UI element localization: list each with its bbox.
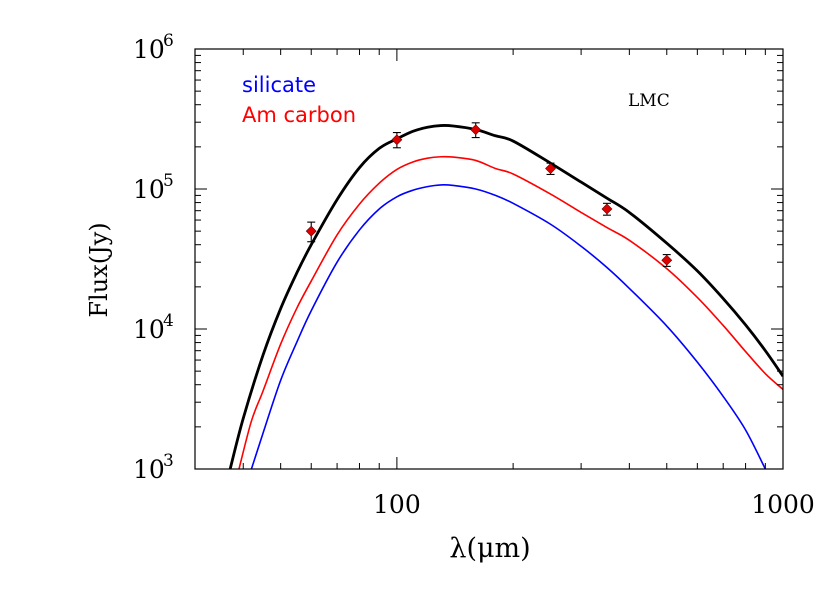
y-tick-label: 10 [133,315,165,344]
data-point [601,202,613,216]
point-marker [470,124,482,136]
x-tick-labels: 100 1000 [373,490,815,519]
plot-frame [194,48,784,470]
x-axis-label: λ(μm) [449,533,530,564]
y-tick-exponent: 6 [163,31,174,51]
y-tick-label: 10 [133,175,165,204]
data-point [305,221,317,243]
data-point [545,162,556,176]
y-tick-exponent: 5 [163,171,174,191]
y-tick-exponent: 3 [163,451,174,471]
x-tick-label: 100 [373,490,421,519]
legend-am-carbon: Am carbon [242,103,356,127]
silicate-curve [250,183,767,469]
point-marker [661,254,673,266]
legend-silicate: silicate [242,73,316,97]
point-marker [305,225,317,237]
y-tick-label: 10 [133,455,165,484]
data-point [391,132,403,149]
axis-ticks [194,48,784,470]
y-tick-label: 10 [133,35,165,64]
point-marker [601,203,613,215]
point-marker [391,134,403,146]
x-tick-label: 1000 [751,490,815,519]
model-curves [228,124,783,469]
point-marker [545,163,556,174]
data-point [661,254,673,267]
data-point [470,122,482,139]
am-carbon-curve [238,155,783,469]
observed-points [305,122,673,267]
y-tick-exponent: 4 [163,311,174,331]
annotation-lmc: LMC [628,91,670,111]
total-model-curve [228,124,783,469]
y-axis-label: Flux(Jy) [85,222,113,317]
